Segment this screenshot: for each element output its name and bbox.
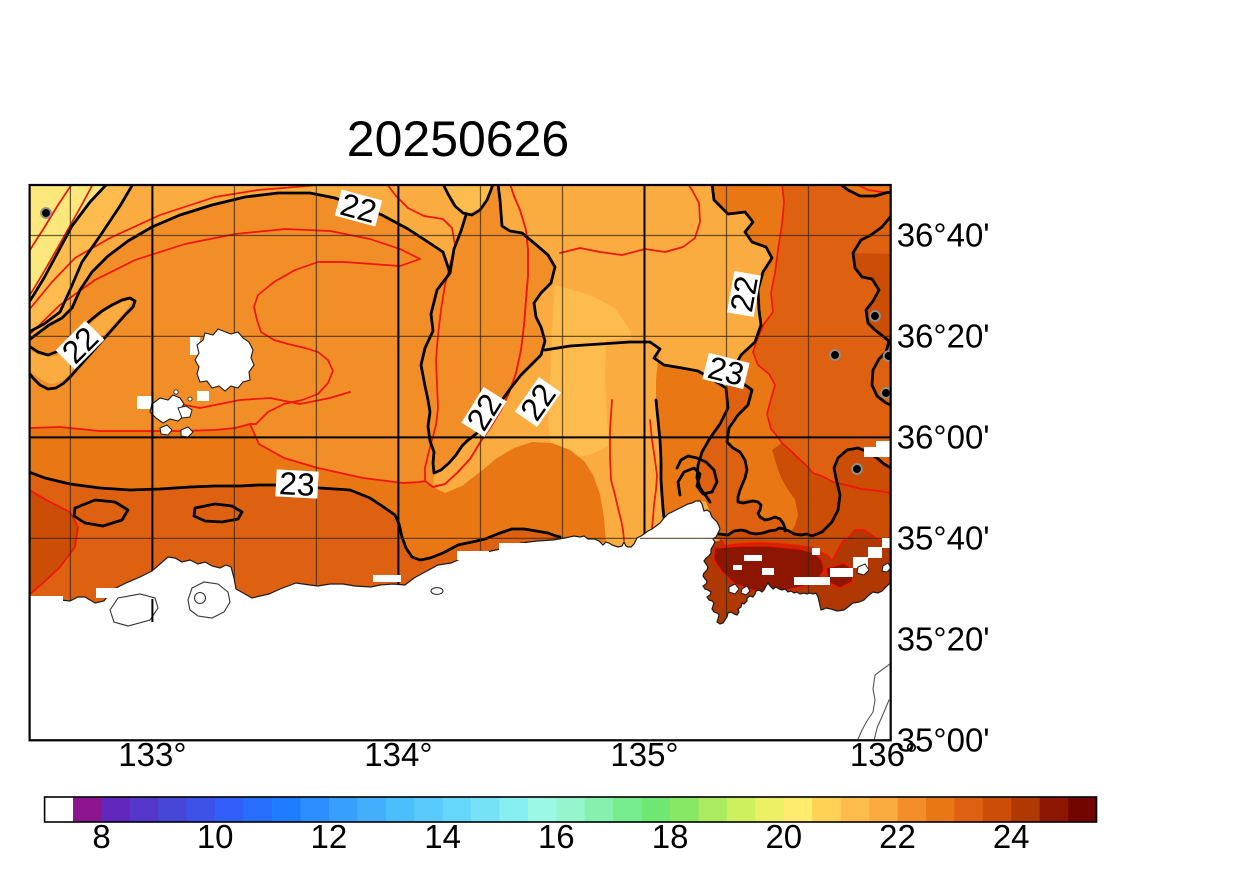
svg-text:36°20': 36°20' bbox=[897, 317, 990, 354]
svg-text:133°: 133° bbox=[118, 736, 186, 773]
svg-text:20: 20 bbox=[765, 818, 802, 855]
svg-text:36°40': 36°40' bbox=[897, 217, 990, 254]
svg-text:136°: 136° bbox=[850, 736, 918, 773]
svg-text:22: 22 bbox=[879, 818, 916, 855]
svg-text:36°00': 36°00' bbox=[897, 418, 990, 455]
svg-text:22: 22 bbox=[723, 273, 765, 314]
svg-text:12: 12 bbox=[311, 818, 348, 855]
svg-text:24: 24 bbox=[993, 818, 1030, 855]
svg-text:35°00': 35°00' bbox=[897, 721, 990, 758]
svg-text:18: 18 bbox=[652, 818, 689, 855]
svg-text:23: 23 bbox=[278, 465, 315, 503]
svg-text:35°20': 35°20' bbox=[897, 620, 990, 657]
svg-text:134°: 134° bbox=[364, 736, 432, 773]
svg-text:8: 8 bbox=[92, 818, 110, 855]
svg-text:35°40': 35°40' bbox=[897, 519, 990, 556]
svg-text:14: 14 bbox=[424, 818, 461, 855]
svg-text:10: 10 bbox=[197, 818, 234, 855]
svg-text:16: 16 bbox=[538, 818, 575, 855]
svg-text:135°: 135° bbox=[610, 736, 678, 773]
svg-text:23: 23 bbox=[704, 349, 747, 393]
